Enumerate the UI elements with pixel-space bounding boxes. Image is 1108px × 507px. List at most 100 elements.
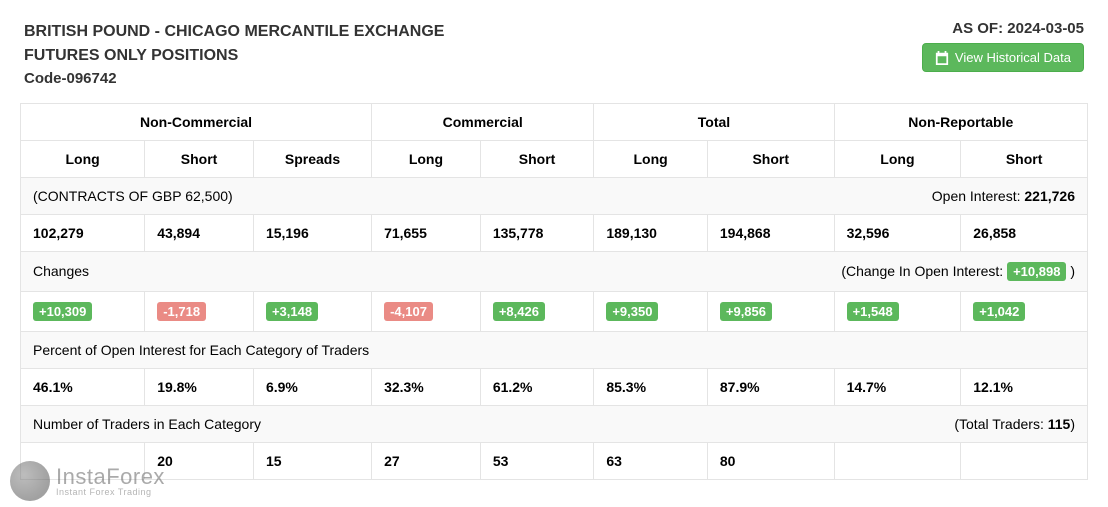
total-traders-value: 115 <box>1048 416 1071 432</box>
change-badge: +1,548 <box>847 302 899 321</box>
chg-cell: +3,148 <box>253 291 371 331</box>
pos-cell: 26,858 <box>961 214 1088 251</box>
pos-cell: 15,196 <box>253 214 371 251</box>
asof-label: AS OF: <box>952 20 1003 37</box>
col-spreads: Spreads <box>253 140 371 177</box>
trader-cell: 27 <box>372 442 481 479</box>
pos-cell: 32,596 <box>834 214 961 251</box>
chg-cell: +1,548 <box>834 291 961 331</box>
col-short: Short <box>961 140 1088 177</box>
trader-cell <box>961 442 1088 479</box>
traders-hdr-row: Number of Traders in Each Category (Tota… <box>21 405 1088 442</box>
change-badge: +3,148 <box>266 302 318 321</box>
watermark: InstaForex Instant Forex Trading <box>0 461 165 501</box>
changes-label: Changes <box>21 251 708 291</box>
report-header: BRITISH POUND - CHICAGO MERCANTILE EXCHA… <box>0 0 1108 103</box>
watermark-main: InstaForex <box>56 466 165 488</box>
col-long: Long <box>372 140 481 177</box>
pct-cell: 46.1% <box>21 368 145 405</box>
change-badge: +1,042 <box>973 302 1025 321</box>
group-total: Total <box>594 103 834 140</box>
col-short: Short <box>707 140 834 177</box>
chg-cell: +8,426 <box>480 291 594 331</box>
chg-cell: -4,107 <box>372 291 481 331</box>
pct-cell: 14.7% <box>834 368 961 405</box>
pct-cell: 85.3% <box>594 368 708 405</box>
change-oi-badge: +10,898 <box>1007 262 1066 281</box>
report-code: Code-096742 <box>24 68 444 91</box>
view-historical-button[interactable]: View Historical Data <box>922 43 1084 72</box>
col-long: Long <box>594 140 708 177</box>
pct-cell: 19.8% <box>145 368 254 405</box>
pct-hdr-row: Percent of Open Interest for Each Catego… <box>21 331 1088 368</box>
chg-cell: -1,718 <box>145 291 254 331</box>
col-long: Long <box>834 140 961 177</box>
open-interest-cell: Open Interest: 221,726 <box>707 177 1087 214</box>
pct-cell: 6.9% <box>253 368 371 405</box>
view-historical-label: View Historical Data <box>955 50 1071 65</box>
pct-cell: 61.2% <box>480 368 594 405</box>
pos-cell: 102,279 <box>21 214 145 251</box>
total-traders-suffix: ) <box>1070 416 1075 432</box>
chg-cell: +9,350 <box>594 291 708 331</box>
col-short: Short <box>480 140 594 177</box>
col-long: Long <box>21 140 145 177</box>
chg-cell: +1,042 <box>961 291 1088 331</box>
pos-cell: 135,778 <box>480 214 594 251</box>
pct-cell: 12.1% <box>961 368 1088 405</box>
column-header-row: Long Short Spreads Long Short Long Short… <box>21 140 1088 177</box>
open-interest-value: 221,726 <box>1024 188 1075 204</box>
total-traders-label: (Total Traders: <box>954 416 1043 432</box>
pct-row: 46.1% 19.8% 6.9% 32.3% 61.2% 85.3% 87.9%… <box>21 368 1088 405</box>
change-badge: -4,107 <box>384 302 433 321</box>
pos-cell: 43,894 <box>145 214 254 251</box>
trader-cell: 80 <box>707 442 834 479</box>
contracts-row: (CONTRACTS OF GBP 62,500) Open Interest:… <box>21 177 1088 214</box>
pos-cell: 71,655 <box>372 214 481 251</box>
chg-cell: +9,856 <box>707 291 834 331</box>
positions-row: 102,279 43,894 15,196 71,655 135,778 189… <box>21 214 1088 251</box>
changes-hdr-row: Changes (Change In Open Interest: +10,89… <box>21 251 1088 291</box>
pct-cell: 87.9% <box>707 368 834 405</box>
change-oi-suffix: ) <box>1070 263 1075 279</box>
contracts-label: (CONTRACTS OF GBP 62,500) <box>21 177 708 214</box>
asof-text: AS OF: 2024-03-05 <box>922 20 1084 37</box>
trader-cell: 63 <box>594 442 708 479</box>
table-container: Non-Commercial Commercial Total Non-Repo… <box>0 103 1108 480</box>
change-badge: +9,856 <box>720 302 772 321</box>
open-interest-label: Open Interest: <box>932 188 1021 204</box>
traders-row: 20 15 27 53 63 80 <box>21 442 1088 479</box>
pos-cell: 194,868 <box>707 214 834 251</box>
group-commercial: Commercial <box>372 103 594 140</box>
trader-cell <box>834 442 961 479</box>
change-badge: +9,350 <box>606 302 658 321</box>
change-oi-cell: (Change In Open Interest: +10,898 ) <box>707 251 1087 291</box>
report-title: BRITISH POUND - CHICAGO MERCANTILE EXCHA… <box>24 20 444 44</box>
pct-label: Percent of Open Interest for Each Catego… <box>21 331 1088 368</box>
change-badge: -1,718 <box>157 302 206 321</box>
group-non-commercial: Non-Commercial <box>21 103 372 140</box>
asof-date: 2024-03-05 <box>1007 20 1084 37</box>
col-short: Short <box>145 140 254 177</box>
change-badge: +8,426 <box>493 302 545 321</box>
changes-row: +10,309 -1,718 +3,148 -4,107 +8,426 +9,3… <box>21 291 1088 331</box>
header-right: AS OF: 2024-03-05 View Historical Data <box>922 20 1084 72</box>
group-non-reportable: Non-Reportable <box>834 103 1087 140</box>
watermark-logo-icon <box>10 461 50 501</box>
group-header-row: Non-Commercial Commercial Total Non-Repo… <box>21 103 1088 140</box>
total-traders-cell: (Total Traders: 115) <box>707 405 1087 442</box>
watermark-sub: Instant Forex Trading <box>56 488 165 497</box>
cot-table: Non-Commercial Commercial Total Non-Repo… <box>20 103 1088 480</box>
change-badge: +10,309 <box>33 302 92 321</box>
pos-cell: 189,130 <box>594 214 708 251</box>
chg-cell: +10,309 <box>21 291 145 331</box>
trader-cell: 15 <box>253 442 371 479</box>
trader-cell: 53 <box>480 442 594 479</box>
change-oi-label: (Change In Open Interest: <box>841 263 1003 279</box>
watermark-text: InstaForex Instant Forex Trading <box>56 466 165 497</box>
pct-cell: 32.3% <box>372 368 481 405</box>
traders-label: Number of Traders in Each Category <box>21 405 708 442</box>
report-subtitle: FUTURES ONLY POSITIONS <box>24 44 444 68</box>
header-left: BRITISH POUND - CHICAGO MERCANTILE EXCHA… <box>24 20 444 91</box>
calendar-icon <box>935 51 949 65</box>
